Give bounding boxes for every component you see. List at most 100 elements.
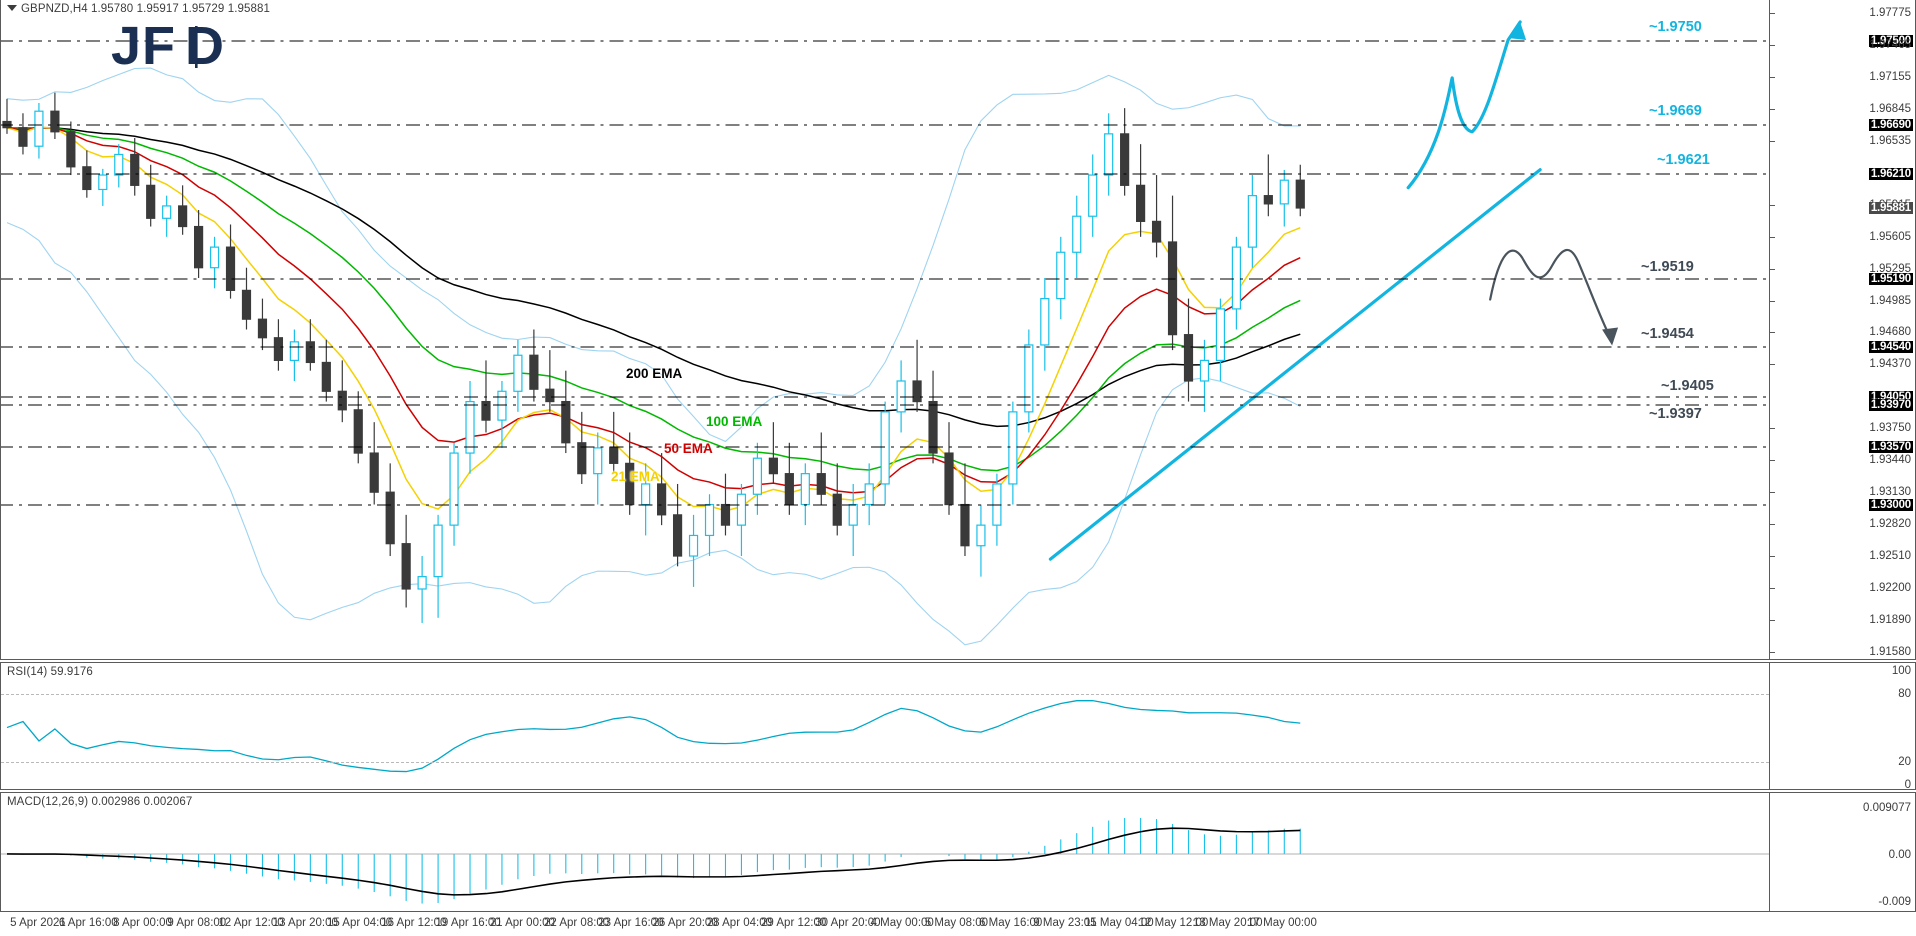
price-chart-pane[interactable]: GBPNZD,H4 1.95780 1.95917 1.95729 1.9588… — [0, 0, 1916, 660]
price-level-label: 1.95190 — [1868, 273, 1913, 286]
time-axis-label: 30 Apr 20:00 — [815, 917, 881, 929]
axis-tick-mark — [1770, 204, 1775, 206]
price-plot-area[interactable]: ~1.9750 ~1.9669 ~1.9621 ~1.9519 ~1.9454 ~1.94… — [1, 0, 1769, 659]
rsi-gridline — [1, 762, 1769, 764]
price-tick-label: 1.91890 — [1869, 613, 1911, 626]
price-tick-label: 1.93130 — [1869, 485, 1911, 498]
price-level-label: 1.96690 — [1868, 118, 1913, 131]
price-tick-label: 1.97775 — [1869, 6, 1911, 19]
axis-tick-mark — [1770, 300, 1775, 302]
price-level-label: 1.97500 — [1868, 35, 1913, 48]
svg-text:JF: JF — [111, 18, 176, 76]
time-axis-label: 13 May 20:00 — [1192, 917, 1263, 929]
price-annotation-label: ~1.9750 — [1649, 19, 1702, 36]
price-level-line — [1, 446, 1769, 448]
axis-tick-mark — [1770, 44, 1775, 46]
symbol-header-text: GBPNZD,H4 1.95780 1.95917 1.95729 1.9588… — [21, 3, 270, 15]
price-tick-label: 1.91580 — [1869, 645, 1911, 658]
axis-tick-mark — [1770, 76, 1775, 78]
rsi-plot-area[interactable] — [1, 663, 1769, 789]
macd-tick-label: 0.009077 — [1863, 801, 1911, 814]
price-tick-label: 1.93440 — [1869, 453, 1911, 466]
time-axis-label: 6 May 16:00 — [979, 917, 1043, 929]
axis-tick-mark — [1770, 140, 1775, 142]
axis-tick-mark — [1770, 491, 1775, 493]
symbol-header: GBPNZD,H4 1.95780 1.95917 1.95729 1.9588… — [7, 3, 270, 15]
svg-text:D: D — [185, 18, 224, 76]
axis-tick-mark — [1770, 12, 1775, 14]
time-axis-label: 12 May 12:00 — [1138, 917, 1209, 929]
price-annotation-label: ~1.9405 — [1661, 378, 1714, 395]
time-axis-label: 5 Apr 2021 — [10, 917, 66, 929]
time-axis-label: 16 Apr 12:00 — [381, 917, 447, 929]
rsi-tick-label: 0 — [1904, 779, 1911, 791]
axis-tick-mark — [1770, 587, 1775, 589]
price-level-line — [1, 396, 1769, 398]
time-axis-label: 22 Apr 08:00 — [543, 917, 610, 929]
price-level-label: 1.93570 — [1868, 440, 1913, 453]
price-tick-label: 1.92820 — [1869, 517, 1911, 530]
price-axis[interactable]: 1.97775 1.97500 1.97465 1.97155 1.96845 1.966… — [1769, 0, 1915, 659]
axis-tick-mark — [1770, 427, 1775, 429]
price-level-line — [1, 173, 1769, 175]
price-tick-label: 1.97155 — [1869, 70, 1911, 83]
price-level-line — [1, 124, 1769, 126]
ema-legend-200: 200 EMA — [626, 366, 683, 382]
axis-tick-mark — [1770, 236, 1775, 238]
jfd-logo: JF D — [111, 18, 231, 76]
price-level-line — [1, 278, 1769, 280]
ema-legend-21: 21 EMA — [611, 469, 660, 485]
rsi-series-graphics — [6, 699, 1301, 773]
time-axis-label: 4 May 00:00 — [870, 917, 934, 929]
rsi-tick-label: 100 — [1891, 665, 1911, 677]
macd-tick-label: -0.009 — [1878, 895, 1911, 908]
time-axis-label: 29 Apr 12:00 — [761, 917, 827, 929]
price-annotation-label: ~1.9519 — [1641, 259, 1694, 276]
axis-tick-mark — [1770, 364, 1775, 366]
price-tick-label: 1.92510 — [1869, 549, 1911, 562]
macd-series-graphics — [1, 817, 1769, 904]
price-series-graphics — [2, 20, 1619, 646]
ema-legend-100: 100 EMA — [706, 413, 763, 429]
macd-pane[interactable]: MACD(12,26,9) 0.002986 0.002067 0.009077… — [0, 792, 1916, 912]
price-level-label: 1.93000 — [1868, 499, 1913, 512]
time-axis-label: 8 Apr 00:00 — [113, 917, 172, 929]
axis-tick-mark — [1770, 555, 1775, 557]
price-tick-label: 1.97465 — [1869, 38, 1911, 51]
macd-axis: 0.009077 0.00 -0.009 — [1769, 793, 1915, 911]
price-level-label: 1.94540 — [1868, 340, 1913, 353]
macd-tick-label: 0.00 — [1888, 849, 1911, 861]
price-level-label: 1.96210 — [1868, 168, 1913, 181]
price-level-line — [1, 40, 1769, 42]
rsi-axis: 100 80 20 0 — [1769, 663, 1915, 791]
macd-plot-area[interactable] — [1, 793, 1769, 911]
rsi-pane[interactable]: RSI(14) 59.9176 100 80 20 0 — [0, 662, 1916, 791]
rsi-tick-label: 80 — [1898, 687, 1911, 700]
time-axis-label: 28 Apr 04:00 — [706, 917, 773, 929]
price-tick-label: 1.96845 — [1869, 102, 1911, 115]
time-axis[interactable]: 5 Apr 2021 6 Apr 16:00 8 Apr 00:00 9 Apr 08… — [0, 913, 1916, 936]
price-annotation-label: ~1.9454 — [1641, 325, 1694, 342]
time-axis-label: 12 Apr 12:00 — [218, 917, 284, 929]
price-annotation-label: ~1.9397 — [1649, 406, 1702, 423]
price-tick-label: 1.94680 — [1869, 326, 1911, 339]
time-axis-label: 19 Apr 16:00 — [435, 917, 501, 929]
price-tick-label: 1.95605 — [1869, 230, 1911, 243]
rsi-label: RSI(14) 59.9176 — [7, 666, 93, 678]
axis-tick-mark — [1770, 459, 1775, 461]
price-tick-label: 1.92200 — [1869, 581, 1911, 594]
time-axis-label: 9 May 23:05 — [1033, 917, 1097, 929]
time-axis-label: 9 Apr 08:00 — [167, 917, 227, 929]
time-axis-label: 5 May 08:00 — [924, 917, 989, 929]
axis-tick-mark — [1770, 268, 1775, 270]
axis-tick-mark — [1770, 523, 1775, 525]
price-level-line — [1, 346, 1769, 347]
time-axis-label: 21 Apr 00:00 — [489, 917, 555, 929]
time-axis-label: 23 Apr 16:00 — [598, 917, 664, 929]
triangle-down-icon[interactable] — [7, 4, 17, 11]
axis-tick-mark — [1770, 332, 1775, 334]
time-axis-label: 6 Apr 16:00 — [58, 917, 118, 929]
axis-tick-mark — [1770, 108, 1775, 110]
time-axis-label: 13 Apr 20:00 — [272, 917, 338, 929]
